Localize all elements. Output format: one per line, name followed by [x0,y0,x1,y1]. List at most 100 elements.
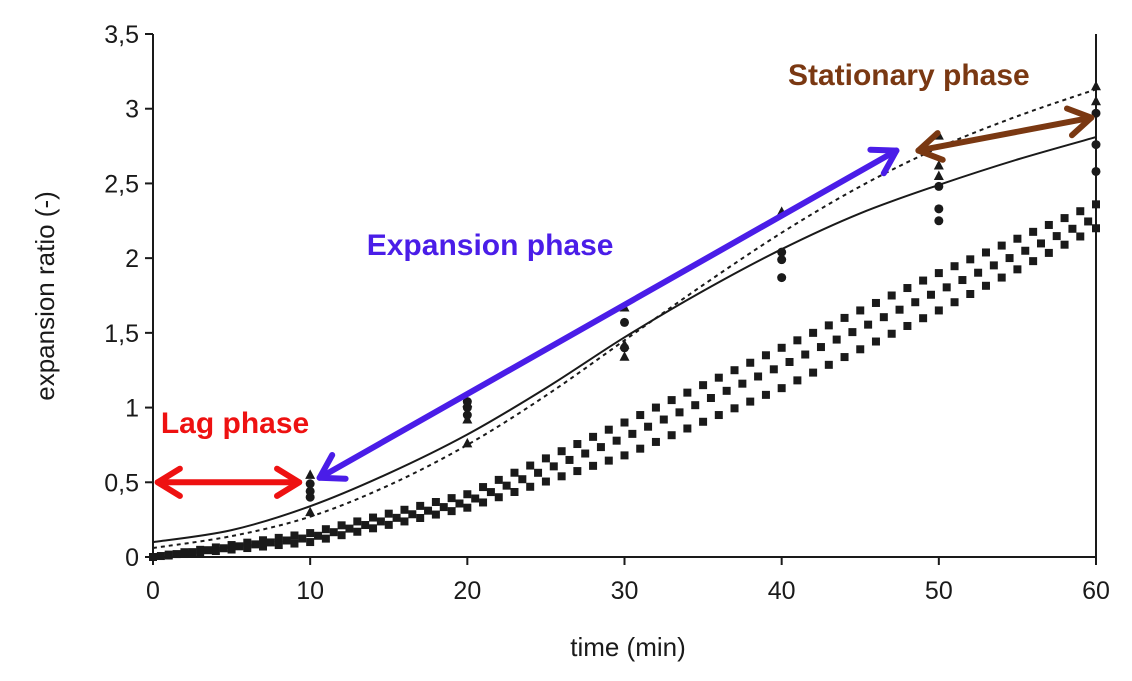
x-tick-label: 0 [146,577,160,605]
square-marker [667,431,676,440]
square-marker [424,506,433,515]
square-marker [361,521,370,530]
square-marker [699,381,708,390]
square-marker [636,444,645,453]
circle-marker [305,479,315,489]
square-marker [392,513,401,522]
square-marker [416,501,425,510]
triangle-marker [1091,95,1101,106]
square-marker [259,542,268,551]
square-marker [840,353,849,362]
square-marker [463,490,472,499]
square-marker [431,498,440,507]
square-marker [620,451,629,460]
square-marker [149,553,157,561]
square-marker [644,422,653,431]
square-marker [589,461,598,470]
x-tick-label: 50 [925,577,953,605]
square-marker [353,517,362,526]
square-marker [667,396,676,405]
square-marker [589,432,598,441]
square-marker [447,507,456,516]
square-marker [683,388,692,397]
square-marker [1013,265,1022,274]
square-marker [416,513,425,522]
square-marker [856,306,865,315]
square-marker [887,291,896,300]
phase-annotations: Lag phase Expansion phase Stationary phase [154,59,1095,499]
square-marker [431,510,440,519]
square-marker [188,548,197,557]
square-marker [369,513,378,522]
square-marker [510,487,519,496]
stationary-phase-arrow-head-end [1064,105,1095,139]
square-marker [950,262,959,271]
square-marker [754,372,763,381]
x-axis-title: time (min) [570,632,686,662]
square-marker [156,552,165,561]
expansion-phase-arrow-head-end [867,146,900,177]
square-marker [384,520,393,529]
square-marker [761,390,770,399]
circle-marker [1091,140,1101,150]
stationary-phase-label: Stationary phase [788,59,1030,92]
square-marker [172,550,181,559]
square-marker [911,298,920,307]
square-marker [730,404,739,413]
circle-marker [305,486,315,496]
square-marker [479,483,488,492]
lag-phase-label: Lag phase [161,407,309,440]
square-marker [251,540,260,549]
square-marker [651,403,660,412]
square-marker [337,521,346,530]
x-tick-label: 10 [296,577,324,605]
square-marker [981,281,990,290]
square-marker [714,373,723,382]
square-marker [494,493,503,502]
y-tick-label: 0,5 [104,469,139,497]
square-marker [463,503,472,512]
square-marker [314,531,323,540]
square-marker [793,336,802,345]
square-marker [274,541,283,550]
lag-phase-arrow-head-start [154,465,183,499]
square-marker [471,494,480,503]
x-tick-label: 60 [1082,577,1110,605]
square-marker [777,343,786,352]
square-marker [526,482,535,491]
square-marker [989,261,998,270]
square-marker [926,290,935,299]
square-marker [219,544,228,553]
square-marker [502,481,511,490]
square-marker [958,276,967,285]
square-marker [950,298,959,307]
square-marker [345,524,354,533]
square-marker [557,447,566,456]
y-tick-label: 2 [125,245,139,273]
square-marker [864,320,873,329]
triangle-marker [1091,80,1101,91]
square-marker [809,328,818,337]
square-marker [856,345,865,354]
triangle-marker [462,414,473,424]
square-marker [919,314,928,323]
square-marker [1060,214,1069,223]
square-marker [400,517,409,526]
square-marker [259,536,268,545]
square-marker [769,365,778,374]
square-marker [369,524,378,533]
square-marker [934,269,943,278]
square-marker [1092,200,1100,209]
square-marker [1060,240,1069,249]
square-marker [966,290,975,299]
square-marker [604,456,613,465]
square-marker [934,306,943,315]
square-marker [243,538,252,547]
square-marker [290,539,299,548]
square-marker [942,283,951,292]
square-marker [581,449,590,458]
square-marker [510,468,519,477]
square-marker [518,475,527,484]
square-marker [227,541,236,550]
circle-marker [934,181,944,191]
